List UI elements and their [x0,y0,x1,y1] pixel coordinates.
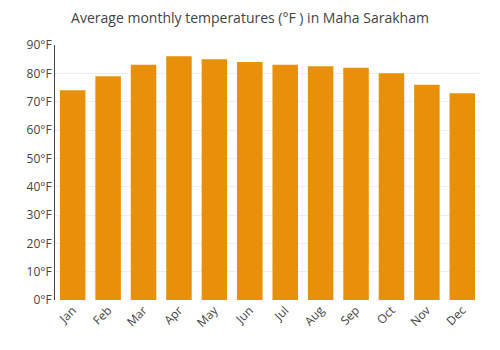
svg-text:0°F: 0°F [33,291,51,308]
svg-text:Feb: Feb [89,302,115,328]
svg-text:Jul: Jul [270,302,292,324]
svg-text:Jan: Jan [55,302,80,327]
svg-text:Jun: Jun [231,302,256,327]
svg-text:Oct: Oct [373,302,399,328]
svg-text:30°F: 30°F [27,206,52,223]
svg-text:70°F: 70°F [27,93,52,110]
svg-text:Sep: Sep [336,302,363,329]
svg-text:May: May [193,301,222,330]
svg-text:Dec: Dec [442,302,469,329]
svg-text:Average monthly temperatures (: Average monthly temperatures (°F ) in Ma… [71,8,429,27]
svg-text:90°F: 90°F [27,36,52,53]
svg-text:Nov: Nov [406,302,434,330]
svg-text:20°F: 20°F [27,235,52,252]
svg-text:Mar: Mar [123,302,151,330]
svg-text:50°F: 50°F [27,150,52,167]
svg-text:10°F: 10°F [27,263,52,280]
svg-text:60°F: 60°F [27,121,52,138]
svg-text:80°F: 80°F [27,65,52,82]
svg-text:40°F: 40°F [27,178,52,195]
svg-text:Aug: Aug [300,302,328,330]
svg-text:Apr: Apr [160,302,186,328]
